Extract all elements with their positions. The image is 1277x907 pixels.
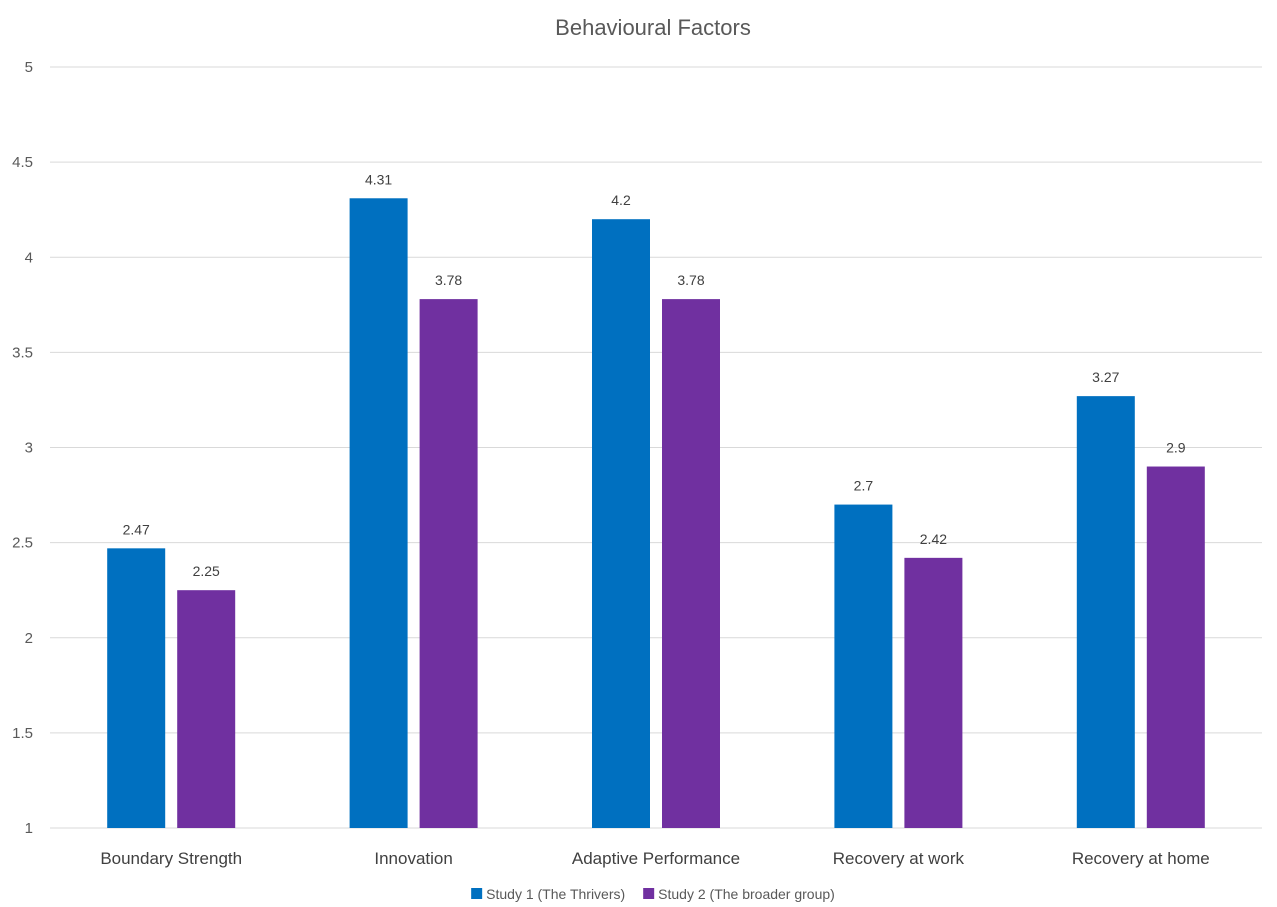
legend-label: Study 2 (The broader group) — [658, 886, 835, 902]
y-tick-label: 4.5 — [12, 154, 33, 171]
y-tick-label: 1.5 — [12, 725, 33, 742]
bar — [1146, 466, 1205, 828]
category-label: Recovery at work — [833, 849, 965, 868]
data-labels: 2.47 2.25 4.31 3.78 4.2 3.78 2.7 2.42 3.27 2.9 — [123, 171, 1186, 579]
category-label: Innovation — [374, 849, 452, 868]
y-tick-label: 3 — [25, 440, 33, 457]
data-label: 2.47 — [123, 521, 150, 537]
category-label: Boundary Strength — [100, 849, 242, 868]
bar — [349, 198, 408, 828]
data-label: 4.31 — [365, 171, 392, 187]
data-label: 2.7 — [854, 478, 874, 494]
y-tick-label: 1 — [25, 820, 33, 837]
bar — [419, 299, 478, 829]
bar — [1076, 396, 1135, 828]
bar — [834, 504, 893, 828]
y-tick-label: 2.5 — [12, 535, 33, 552]
y-tick-label: 4 — [25, 249, 33, 266]
bar — [177, 590, 236, 828]
y-axis-ticks: 1 1.5 2 2.5 3 3.5 4 4.5 5 — [12, 59, 33, 837]
category-label: Adaptive Performance — [572, 849, 740, 868]
legend-label: Study 1 (The Thrivers) — [486, 886, 625, 902]
category-label: Recovery at home — [1072, 849, 1210, 868]
bar — [904, 557, 963, 828]
legend-swatch — [471, 888, 483, 899]
legend-swatch — [643, 888, 655, 899]
data-label: 2.25 — [193, 563, 220, 579]
y-tick-label: 2 — [25, 630, 33, 647]
data-label: 2.42 — [920, 531, 947, 547]
data-label: 4.2 — [611, 192, 631, 208]
legend: Study 1 (The Thrivers) Study 2 (The broad… — [471, 886, 835, 902]
y-tick-label: 3.5 — [12, 344, 33, 361]
bar — [662, 299, 720, 829]
y-tick-label: 5 — [25, 59, 33, 76]
chart-title: Behavioural Factors — [555, 15, 751, 40]
data-label: 2.9 — [1166, 440, 1186, 456]
data-label: 3.78 — [677, 272, 704, 288]
bar — [107, 548, 166, 828]
bars — [107, 198, 1205, 829]
gridlines — [50, 66, 1262, 829]
data-label: 3.27 — [1092, 369, 1119, 385]
bar — [592, 219, 650, 828]
data-label: 3.78 — [435, 272, 462, 288]
category-labels: Boundary Strength Innovation Adaptive Perf… — [100, 849, 1209, 868]
